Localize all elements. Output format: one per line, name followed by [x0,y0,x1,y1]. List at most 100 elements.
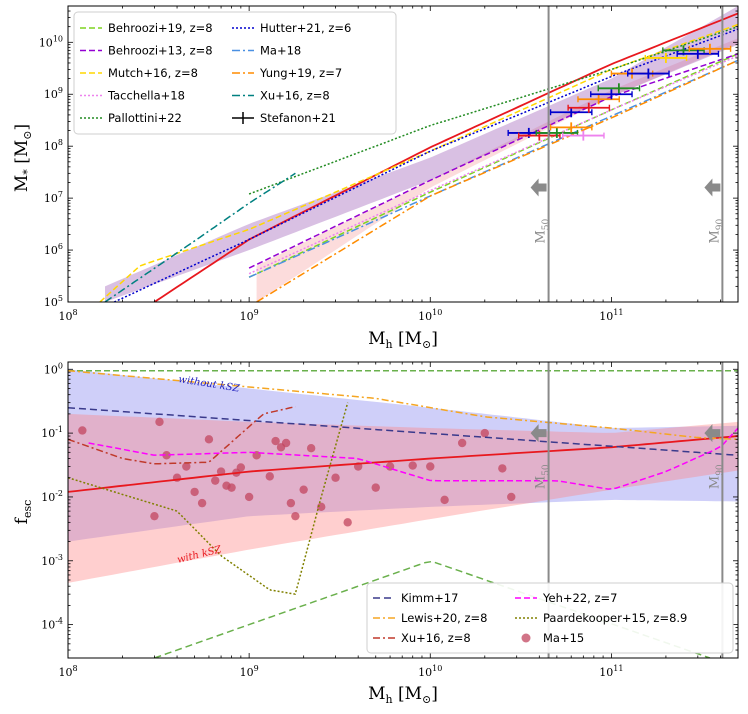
top-band-purple [105,6,738,302]
bottom-scatter-point [498,464,507,473]
bottom-scatter-point [150,511,159,521]
bottom-series-yeh-22-z-7 [88,427,738,490]
bottom-legend-item-lewis-20-z-8: Lewis+20, z=8 [373,611,487,625]
bottom-legend-label: Xu+16, z=8 [401,631,471,645]
bottom-scatter-point [190,487,199,497]
top-series-fit-red [153,12,738,302]
top-legend-item-behroozi-19-z-8: Behroozi+19, z=8 [80,21,213,35]
top-legend-label: Stefanon+21 [260,111,336,125]
top-x-axis-label: Mh [M⊙] [368,329,438,351]
top-errorbar-point [549,107,593,118]
bottom-scatter-point [440,495,449,505]
bottom-legend-label: Ma+15 [543,631,584,645]
top-plot-area: M50 M90 [99,6,738,302]
bottom-scatter-point [306,444,316,453]
top-errorbar-point [597,83,641,94]
bottom-scatter-point [265,472,274,481]
top-y-tick-label: 106 [44,242,63,257]
bottom-y-tick-label: 10-2 [41,489,63,504]
bottom-vline-label-m-90: M90 [707,464,725,489]
top-legend-item-tacchella-18: Tacchella+18 [80,89,185,103]
top-legend-label: Pallottini+22 [108,111,182,125]
top-x-tick-label: 108 [58,308,77,323]
bottom-legend-item-paardekooper-15-z-8-9: Paardekooper+15, z=8.9 [515,611,687,625]
bottom-scatter-point [480,428,489,438]
top-y-tick-label: 109 [44,86,63,101]
top-vline-label-m-90: M90 [707,218,725,243]
bottom-legend-swatch [521,633,531,643]
top-y-tick-label: 1010 [39,34,63,49]
bottom-scatter-point [162,451,171,460]
bottom-band-without-ksz [68,369,738,542]
bottom-x-tick-label: 1011 [599,664,623,679]
top-legend-item-behroozi-13-z-8: Behroozi+13, z=8 [80,44,213,58]
bottom-y-tick-label: 100 [44,361,63,376]
bottom-y-tick-label: 10-3 [41,553,63,568]
top-legend-item-pallottini-22: Pallottini+22 [80,111,182,125]
bottom-y-axis-label: fesc [12,500,34,525]
top-series-behroozi-19-z-8 [248,53,738,278]
bottom-scatter-point [78,426,87,435]
top-series-yung-19-z-7 [256,59,738,302]
bottom-legend-label: Yeh+22, z=7 [542,591,617,605]
top-errorbar-point [676,48,720,59]
bottom-legend: Kimm+17 Lewis+20, z=8 Xu+16, z=8 Yeh+22, z=… [366,582,734,654]
top-ticks: 108 109 1010 1011 105 106 107 108 109 1010 [39,5,739,323]
bottom-scatter-point [299,485,308,494]
bottom-legend-item-kimm-17: Kimm+17 [373,591,458,605]
bottom-scatter-point [371,483,380,492]
bottom-scatter-point [204,435,214,444]
bottom-scatter-point [271,436,280,446]
bottom-scatter-point [227,483,236,492]
top-x-tick-label: 109 [240,308,259,323]
top-errorbar-point [567,102,611,113]
top-legend-item-ma-18: Ma+18 [232,44,301,58]
top-legend-label: Xu+16, z=8 [260,89,330,103]
top-series-hutter-21-z-6 [113,28,738,302]
bottom-y-tick-label: 10-4 [41,617,63,632]
bottom-scatter-point [182,462,191,471]
bottom-series-paardekooper-15-z-8-9 [68,402,349,595]
top-y-tick-label: 107 [44,190,63,205]
top-errorbar-point [535,127,579,138]
bottom-series-xu-16-z-8 [68,405,296,465]
bottom-scatter-point [155,417,164,427]
bottom-scatter-point [244,492,254,502]
top-y-tick-label: 105 [44,294,63,309]
bottom-scatter-point [426,462,435,471]
bottom-series-lewis-20-z-8 [68,369,738,441]
bottom-legend-item-ma-15: Ma+15 [521,631,584,645]
bottom-scatter-point [236,463,246,472]
top-legend-item-hutter-21-z-6: Hutter+21, z=6 [232,21,351,35]
top-y-tick-label: 108 [44,138,63,153]
top-arrow-m-50 [530,178,547,197]
top-y-axis-label: M* [M⊙] [12,124,34,192]
bottom-x-axis-label: Mh [M⊙] [368,684,438,706]
top-legend-item-xu-16-z-8: Xu+16, z=8 [232,89,330,103]
top-legend: Behroozi+19, z=8 Behroozi+13, z=8 Mutch+16… [73,11,397,135]
top-errorbar-point [688,43,732,54]
top-legend-label: Ma+18 [260,44,301,58]
top-legend-item-mutch-16-z-8: Mutch+16, z=8 [80,66,198,80]
bottom-scatter-point [281,438,291,448]
bottom-legend-label: Lewis+20, z=8 [401,611,487,625]
bottom-legend-label: Kimm+17 [401,591,458,605]
bottom-scatter-point [331,473,340,482]
bottom-scatter-point [197,498,207,508]
bottom-legend-box [366,582,734,654]
bottom-scatter-point [408,461,417,470]
bottom-axes-frame [67,361,739,659]
bottom-scatter-point [457,438,467,448]
bottom-vline-label-m-50: M50 [534,464,552,489]
bottom-legend-item-yeh-22-z-7: Yeh+22, z=7 [515,591,617,605]
top-panel: M50 M90 108 109 1010 1011 105 106 107 108 109 1010… [12,5,739,351]
bottom-series-kimm-17 [68,406,738,456]
bottom-arrow-m-50 [530,424,547,443]
top-legend-label: Behroozi+13, z=8 [108,44,213,58]
bottom-x-tick-label: 1010 [418,664,442,679]
top-legend-label: Behroozi+19, z=8 [108,21,213,35]
top-legend-label: Tacchella+18 [107,89,185,103]
